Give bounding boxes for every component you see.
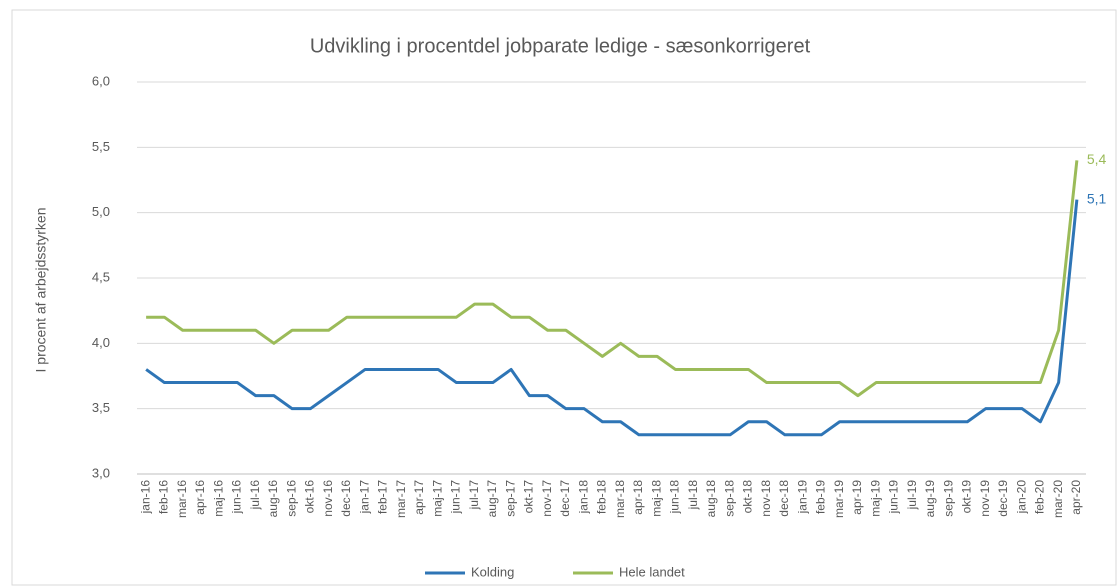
- x-tick-label: nov-18: [759, 480, 773, 517]
- x-tick-label: jan-16: [138, 480, 152, 515]
- y-tick-label: 4,0: [92, 335, 110, 350]
- x-tick-label: maj-18: [649, 480, 663, 517]
- x-tick-label: jan-20: [1014, 480, 1028, 515]
- x-tick-label: jul-17: [467, 480, 481, 511]
- x-tick-label: mar-18: [613, 480, 627, 518]
- x-tick-label: jun-16: [230, 480, 244, 515]
- x-tick-label: aug-16: [266, 480, 280, 518]
- series-line: [146, 160, 1079, 398]
- y-tick-label: 5,5: [92, 139, 110, 154]
- x-tick-label: jul-16: [248, 480, 262, 511]
- x-tick-label: feb-19: [814, 480, 828, 514]
- x-tick-label: nov-17: [540, 480, 554, 517]
- x-tick-label: jun-17: [449, 480, 463, 515]
- y-tick-label: 5,0: [92, 204, 110, 219]
- x-tick-label: feb-16: [157, 480, 171, 514]
- x-tick-label: jul-19: [905, 480, 919, 511]
- x-tick-label: dec-16: [339, 480, 353, 517]
- x-tick-label: aug-17: [485, 480, 499, 518]
- y-tick-label: 6,0: [92, 73, 110, 88]
- x-tick-label: maj-16: [211, 480, 225, 517]
- x-tick-label: okt-17: [522, 480, 536, 514]
- x-tick-label: apr-20: [1069, 480, 1083, 515]
- x-tick-label: apr-18: [631, 480, 645, 515]
- x-tick-label: sep-19: [941, 480, 955, 517]
- x-tick-label: sep-16: [284, 480, 298, 517]
- x-tick-label: sep-17: [503, 480, 517, 517]
- x-tick-label: mar-17: [394, 480, 408, 518]
- x-tick-label: dec-18: [777, 480, 791, 517]
- data-label: 5,4: [1087, 151, 1107, 167]
- x-tick-label: apr-17: [412, 480, 426, 515]
- x-tick-label: jan-17: [357, 480, 371, 515]
- y-tick-label: 4,5: [92, 269, 110, 284]
- chart-title: Udvikling i procentdel jobparate ledige …: [310, 35, 811, 57]
- x-tick-label: nov-19: [978, 480, 992, 517]
- x-tick-label: aug-19: [923, 480, 937, 518]
- x-tick-label: jun-19: [887, 480, 901, 515]
- legend-label: Kolding: [471, 564, 514, 579]
- x-tick-label: mar-20: [1051, 480, 1065, 518]
- legend-label: Hele landet: [619, 564, 685, 579]
- x-tick-label: okt-16: [303, 480, 317, 514]
- x-tick-label: jan-19: [795, 480, 809, 515]
- x-tick-label: maj-19: [868, 480, 882, 517]
- x-tick-label: feb-20: [1033, 480, 1047, 514]
- x-tick-label: aug-18: [704, 480, 718, 518]
- x-tick-label: dec-19: [996, 480, 1010, 517]
- x-tick-label: apr-19: [850, 480, 864, 515]
- x-tick-label: maj-17: [430, 480, 444, 517]
- x-tick-label: dec-17: [558, 480, 572, 517]
- y-tick-label: 3,5: [92, 400, 110, 415]
- series-line: [145, 199, 1079, 437]
- x-tick-label: mar-19: [832, 480, 846, 518]
- data-label: 5,1: [1087, 190, 1107, 206]
- x-tick-label: nov-16: [321, 480, 335, 517]
- y-tick-label: 3,0: [92, 465, 110, 480]
- x-tick-label: feb-17: [376, 480, 390, 514]
- x-tick-label: jan-18: [576, 480, 590, 515]
- x-tick-label: jul-18: [686, 480, 700, 511]
- x-tick-label: sep-18: [722, 480, 736, 517]
- y-axis-label: I procent af arbejdsstyrken: [33, 208, 49, 373]
- x-tick-label: mar-16: [175, 480, 189, 518]
- x-tick-label: apr-16: [193, 480, 207, 515]
- x-tick-label: feb-18: [595, 480, 609, 514]
- x-tick-label: okt-19: [960, 480, 974, 514]
- chart-frame: [11, 9, 1117, 586]
- x-tick-label: jun-18: [668, 480, 682, 515]
- x-tick-label: okt-18: [741, 480, 755, 514]
